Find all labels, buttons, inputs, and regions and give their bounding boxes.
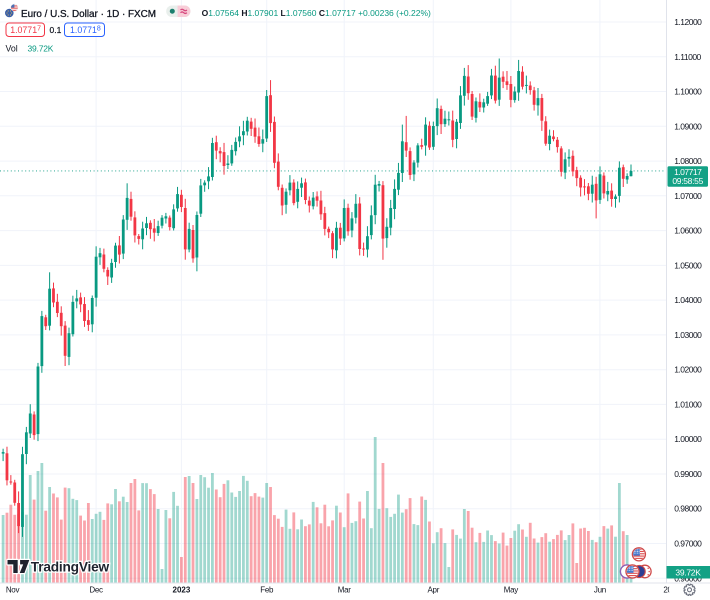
svg-text:1.00000: 1.00000 (674, 434, 702, 444)
svg-text:1.09000: 1.09000 (674, 121, 702, 131)
svg-text:1.07718: 1.07718 (70, 25, 101, 35)
svg-text:39.72K: 39.72K (675, 567, 701, 577)
svg-text:0.99000: 0.99000 (674, 469, 702, 479)
svg-text:O1.07564 H1.07901 L1.07560 C1.: O1.07564 H1.07901 L1.07560 C1.07717 +0.0… (202, 8, 431, 18)
svg-text:20: 20 (663, 585, 672, 594)
svg-text:1.02000: 1.02000 (674, 365, 702, 375)
svg-text:Feb: Feb (260, 585, 274, 594)
svg-text:Vol: Vol (6, 44, 18, 54)
svg-text:Apr: Apr (428, 585, 440, 594)
svg-text:May: May (504, 585, 519, 594)
svg-text:0.1: 0.1 (50, 25, 62, 35)
svg-text:Jun: Jun (594, 585, 606, 594)
svg-text:39.72K: 39.72K (28, 44, 54, 54)
svg-text:1.08000: 1.08000 (674, 156, 702, 166)
svg-text:1.10000: 1.10000 (674, 87, 702, 97)
svg-text:1.07717: 1.07717 (10, 25, 41, 35)
svg-text:1.01000: 1.01000 (674, 399, 702, 409)
svg-text:Euro / U.S. Dollar · 1D · FXCM: Euro / U.S. Dollar · 1D · FXCM (21, 9, 156, 20)
svg-text:1.07000: 1.07000 (674, 191, 702, 201)
svg-text:1.12000: 1.12000 (674, 17, 702, 27)
svg-text:1.03000: 1.03000 (674, 330, 702, 340)
svg-text:1.05000: 1.05000 (674, 260, 702, 270)
svg-text:0.97000: 0.97000 (674, 539, 702, 549)
svg-text:1.07717: 1.07717 (674, 167, 702, 177)
svg-text:TradingView: TradingView (31, 559, 110, 574)
svg-text:2023: 2023 (173, 585, 191, 594)
svg-text:Nov: Nov (6, 585, 20, 594)
svg-text:0.98000: 0.98000 (674, 504, 702, 514)
svg-text:1.04000: 1.04000 (674, 295, 702, 305)
svg-text:1.11000: 1.11000 (674, 52, 701, 62)
svg-text:Mar: Mar (338, 585, 352, 594)
svg-text:Dec: Dec (89, 585, 103, 594)
svg-text:09:58:55: 09:58:55 (672, 176, 703, 186)
svg-text:1.06000: 1.06000 (674, 226, 702, 236)
